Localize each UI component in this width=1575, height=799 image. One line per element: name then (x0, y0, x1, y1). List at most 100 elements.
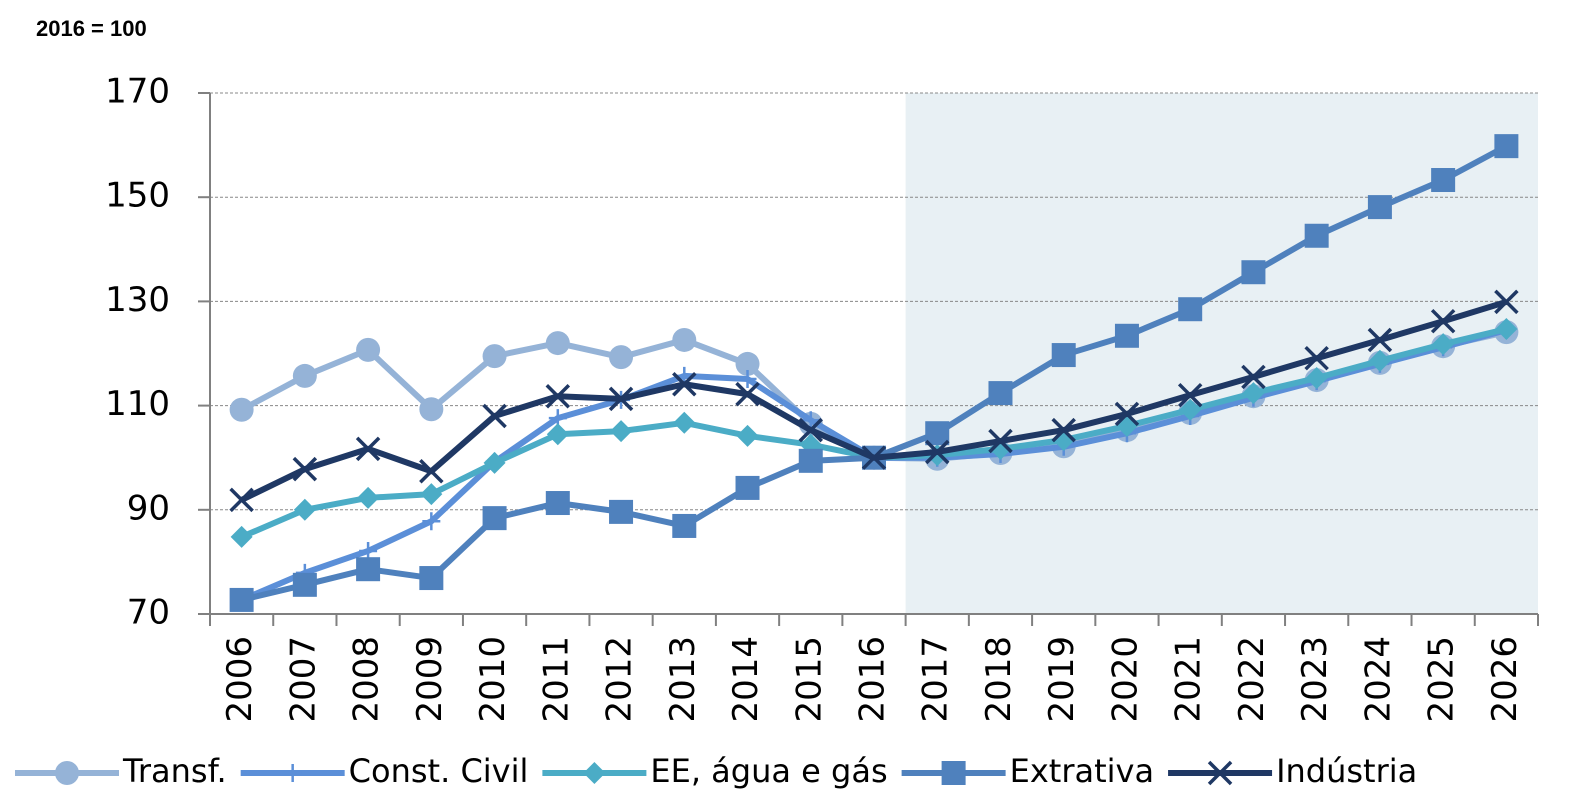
marker (419, 459, 444, 484)
marker (229, 397, 254, 422)
x-tick-label: 2008 (347, 636, 387, 723)
marker (1431, 168, 1456, 193)
marker (735, 381, 760, 407)
marker (1241, 364, 1266, 390)
x-tick-label: 2018 (979, 636, 1019, 723)
marker (1495, 318, 1518, 341)
marker (738, 370, 757, 389)
marker (482, 403, 507, 429)
marker (608, 386, 634, 412)
marker (355, 436, 381, 462)
marker (545, 331, 570, 356)
marker (420, 483, 443, 506)
marker (672, 513, 697, 538)
marker (736, 424, 759, 447)
x-tick-label: 2007 (283, 636, 323, 723)
marker (735, 351, 760, 376)
x-tick-label: 2009 (410, 636, 450, 723)
x-tick-label: 2014 (726, 636, 766, 723)
marker (1114, 401, 1140, 427)
marker (545, 383, 571, 409)
marker (673, 411, 696, 434)
y-tick-label: 70 (127, 593, 170, 633)
marker (1494, 134, 1519, 159)
marker (1305, 366, 1328, 389)
legend-label: Extrativa (1010, 752, 1154, 790)
x-tick-label: 2017 (916, 636, 956, 723)
x-tick-label: 2016 (853, 636, 893, 723)
x-tick-label: 2026 (1485, 636, 1525, 723)
marker (482, 344, 507, 369)
marker (925, 439, 950, 465)
marker (861, 445, 887, 470)
marker (1241, 260, 1266, 285)
marker (359, 541, 378, 560)
marker (610, 420, 633, 443)
legend: Transf. Const. Civil EE, água e gás Extrati… (15, 752, 1417, 790)
marker (1051, 417, 1076, 443)
y-tick-label: 130 (105, 280, 170, 320)
marker (292, 456, 318, 482)
marker (283, 764, 302, 782)
marker (357, 486, 380, 509)
marker (1367, 327, 1393, 353)
x-tick-label: 2010 (473, 636, 513, 723)
x-tick-label: 2019 (1042, 636, 1082, 723)
legend-label: Indústria (1276, 752, 1417, 790)
x-tick-label: 2023 (1295, 636, 1335, 723)
marker (229, 587, 254, 612)
marker (583, 762, 606, 784)
legend-label: EE, água e gás (650, 752, 887, 790)
marker (941, 761, 966, 785)
marker (672, 372, 697, 397)
marker (1178, 297, 1203, 322)
marker (1179, 398, 1202, 421)
marker (1177, 382, 1203, 408)
marker (545, 491, 570, 516)
marker (419, 566, 444, 591)
x-tick-label: 2012 (600, 636, 640, 723)
marker (798, 448, 823, 473)
marker (55, 761, 79, 785)
x-tick-label: 2021 (1169, 636, 1209, 723)
marker (293, 498, 316, 521)
marker (609, 345, 634, 370)
marker (988, 428, 1013, 454)
y-tick-label: 170 (105, 72, 170, 112)
marker (356, 557, 381, 582)
marker (422, 512, 441, 531)
marker (1114, 323, 1139, 348)
y-tick-label: 110 (105, 384, 170, 424)
x-tick-label: 2015 (789, 636, 829, 723)
marker (1207, 760, 1233, 786)
marker (483, 451, 506, 474)
x-tick-label: 2013 (663, 636, 703, 723)
legend-label: Transf. (122, 752, 227, 790)
marker (229, 487, 254, 513)
marker (1304, 223, 1329, 248)
marker (672, 327, 697, 352)
x-tick-label: 2024 (1358, 636, 1398, 723)
marker (798, 417, 823, 443)
marker (988, 381, 1013, 406)
marker (735, 475, 760, 500)
marker (482, 506, 507, 531)
marker (609, 499, 634, 524)
y-tick-label: 90 (127, 488, 170, 528)
marker (546, 423, 569, 446)
y-tick-label: 150 (105, 176, 170, 216)
x-tick-label: 2025 (1422, 636, 1462, 723)
chart-subtitle: 2016 = 100 (36, 16, 147, 41)
x-tick-label: 2011 (536, 636, 576, 723)
marker (1242, 382, 1265, 405)
marker (801, 411, 820, 430)
x-tick-label: 2006 (220, 636, 260, 723)
marker (230, 525, 253, 548)
marker (1430, 308, 1456, 334)
x-tick-label: 2020 (1105, 636, 1145, 723)
legend-label: Const. Civil (349, 752, 529, 790)
marker (925, 421, 950, 446)
marker (1368, 349, 1391, 372)
x-tick-label: 2022 (1232, 636, 1272, 723)
